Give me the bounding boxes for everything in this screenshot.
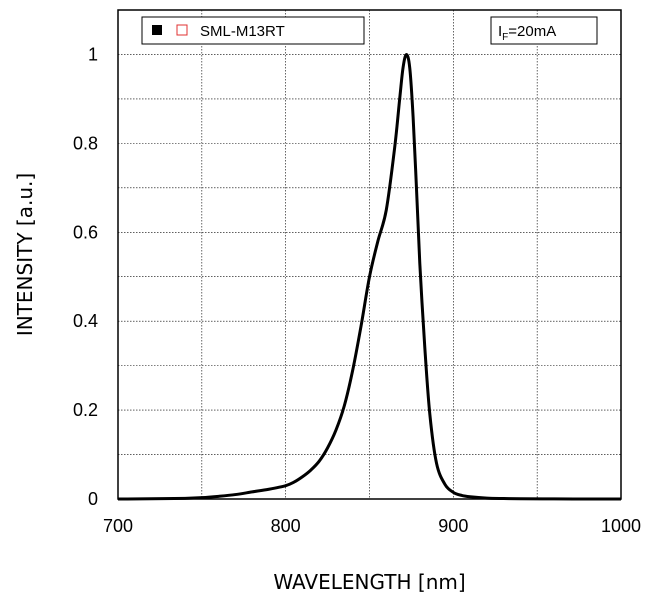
legend-marker-open-square: [176, 24, 188, 36]
x-tick-label: 900: [438, 516, 468, 536]
legend-label: SML-M13RT: [200, 23, 285, 40]
grid: [118, 10, 621, 499]
legend-box: [141, 16, 365, 45]
condition-box: [490, 16, 598, 45]
tick-labels: 700 800 900 1000 0 0.2 0.4 0.6 0.8 1: [73, 44, 641, 536]
condition-label: IF=20mA: [498, 23, 556, 43]
y-tick-label: 0.2: [73, 400, 98, 420]
x-tick-label: 800: [271, 516, 301, 536]
x-tick-label: 1000: [601, 516, 641, 536]
y-tick-label: 0.4: [73, 311, 98, 331]
x-axis-title: WAVELENGTH [nm]: [273, 570, 465, 594]
condition-subscript: F: [502, 32, 508, 43]
y-axis-title: INTENSITY [a.u.]: [13, 173, 37, 336]
condition-value: =20mA: [508, 23, 556, 40]
y-tick-label: 0.6: [73, 222, 98, 242]
plot-frame: [117, 9, 622, 500]
series-layer: [117, 52, 622, 501]
series-line: [117, 52, 622, 501]
condition-annotation: IF=20mA: [490, 16, 598, 45]
y-tick-label: 0: [88, 489, 98, 509]
legend-marker-filled-square: [152, 25, 162, 35]
x-tick-label: 700: [103, 516, 133, 536]
y-tick-label: 0.8: [73, 133, 98, 153]
legend: SML-M13RT: [141, 16, 365, 45]
y-tick-label: 1: [88, 44, 98, 64]
condition-main: I: [498, 23, 502, 40]
